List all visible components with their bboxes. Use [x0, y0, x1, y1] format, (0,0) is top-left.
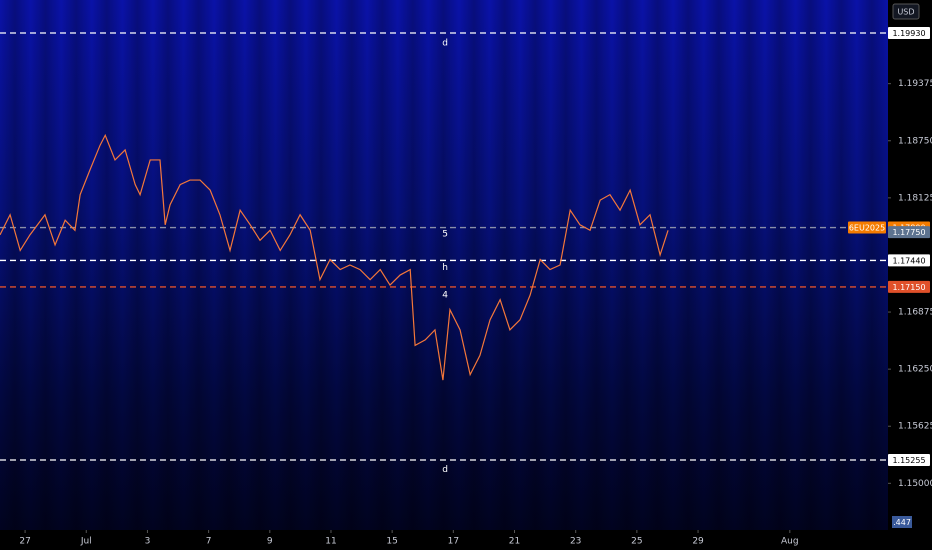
volume-label: .447	[893, 518, 911, 527]
price-line	[0, 133, 669, 381]
x-tick-label: 9	[267, 537, 273, 547]
level-label: 1.17150	[892, 283, 925, 292]
chart-background	[0, 0, 888, 530]
level-tag-box	[848, 221, 886, 234]
x-tick-label: Jul	[80, 537, 92, 547]
level-tag: 6EU2025	[849, 224, 885, 233]
time-axis	[0, 530, 888, 550]
annotation: d	[442, 39, 448, 49]
level-label-box	[888, 26, 930, 39]
volume-label-box	[892, 516, 912, 528]
y-tick-label: 1.18750	[898, 136, 932, 146]
level-label: 1.19930	[892, 29, 925, 38]
y-tick-label: 1.16875	[898, 308, 932, 318]
x-tick-label: Aug	[781, 537, 799, 547]
x-tick-label: 3	[145, 537, 151, 547]
x-tick-label: 15	[386, 537, 397, 547]
x-tick-label: 7	[206, 537, 212, 547]
y-tick-label: 1.15000	[898, 479, 932, 489]
y-tick-label: 1.19375	[898, 79, 932, 89]
currency: USD	[897, 8, 914, 17]
annotation: 4	[442, 291, 448, 301]
x-tick-label: 27	[19, 537, 30, 547]
x-tick-label: 17	[448, 537, 459, 547]
x-tick-label: 11	[325, 537, 336, 547]
annotation: 5	[442, 229, 448, 239]
level-label: 1.15255	[892, 456, 925, 465]
level-label-box	[888, 280, 930, 293]
level-label-box	[888, 454, 930, 467]
y-tick-label: 1.18125	[898, 193, 932, 203]
level-label: 1.17750	[892, 228, 925, 237]
level-label-box	[888, 226, 930, 239]
level-label: 1.17440	[892, 256, 925, 265]
x-tick-label: 21	[509, 537, 520, 547]
currency-box	[892, 3, 920, 20]
annotation: h	[442, 263, 448, 273]
y-tick-label: 1.16250	[898, 365, 932, 375]
x-tick-label: 23	[570, 537, 581, 547]
y-tick-label: 1.15625	[898, 422, 932, 432]
x-tick-label: 25	[631, 537, 642, 547]
annotation: d	[442, 465, 448, 475]
x-tick-label: 29	[692, 537, 704, 547]
level-label-box	[888, 254, 930, 267]
